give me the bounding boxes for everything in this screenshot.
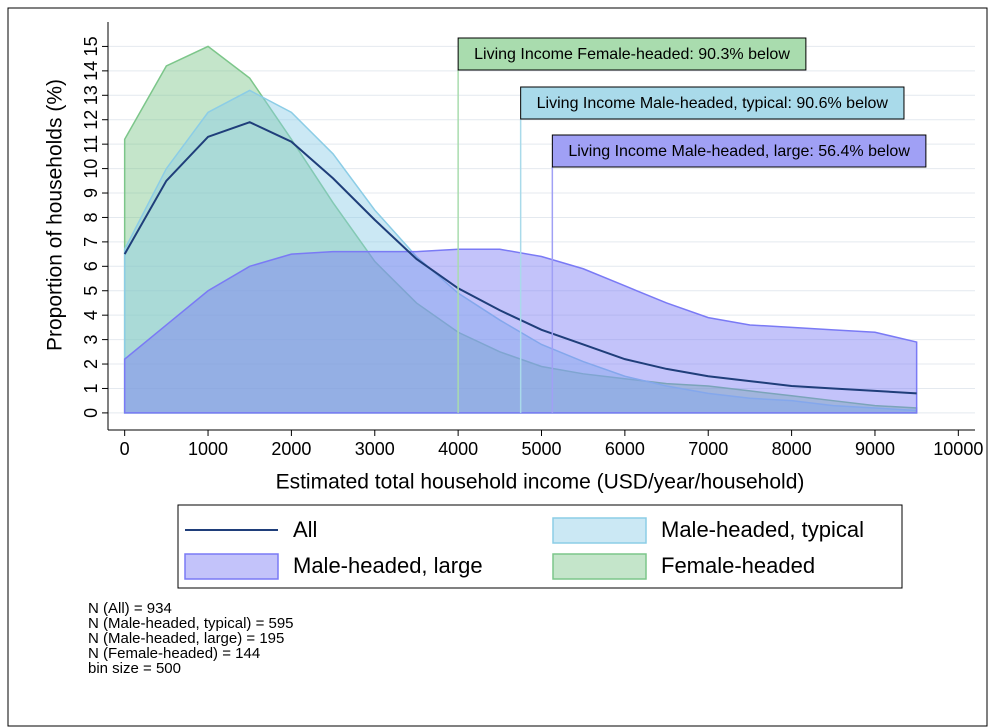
y-tick-label: 12 xyxy=(81,110,101,130)
y-tick-label: 1 xyxy=(81,383,101,393)
y-tick-label: 10 xyxy=(81,159,101,179)
annotation-box xyxy=(551,134,927,168)
x-tick-label: 5000 xyxy=(521,439,561,459)
legend-label: Male-headed, typical xyxy=(661,517,864,542)
y-tick-label: 6 xyxy=(81,261,101,271)
y-tick-label: 8 xyxy=(81,212,101,222)
note: N (Male-headed, typical) = 595 xyxy=(88,615,294,632)
y-tick-label: 15 xyxy=(81,36,101,56)
legend-frame xyxy=(177,504,903,589)
x-tick-label: 1000 xyxy=(188,439,228,459)
y-tick-label: 14 xyxy=(81,61,101,81)
annotation-box xyxy=(520,86,905,120)
x-tick-label: 9000 xyxy=(855,439,895,459)
area xyxy=(123,45,918,414)
y-tick-label: 3 xyxy=(81,335,101,345)
note: N (Female-headed) = 144 xyxy=(88,645,260,662)
x-tick-label: 4000 xyxy=(438,439,478,459)
y-tick-label: 11 xyxy=(81,135,101,154)
y-tick-label: 2 xyxy=(81,359,101,369)
annotation: Living Income Male-headed, typical: 90.6… xyxy=(537,95,889,112)
annotation-box xyxy=(457,37,807,71)
frame xyxy=(7,7,988,727)
y-axis-title: Proportion of households (%) xyxy=(44,79,67,351)
legend-swatch xyxy=(184,553,279,580)
y-tick-label: 7 xyxy=(81,237,101,247)
y-tick-label: 13 xyxy=(81,85,101,105)
legend-swatch xyxy=(552,517,647,544)
annotation: Living Income Male-headed, large: 56.4% … xyxy=(568,143,910,160)
note: N (Male-headed, large) = 195 xyxy=(88,630,284,647)
x-tick-label: 6000 xyxy=(605,439,645,459)
x-tick-label: 7000 xyxy=(688,439,728,459)
x-tick-label: 10000 xyxy=(933,439,983,459)
legend-label: All xyxy=(293,517,317,542)
y-tick-label: 0 xyxy=(81,408,101,418)
legend-swatch xyxy=(552,553,647,580)
note: N (All) = 934 xyxy=(88,600,172,617)
y-tick-label: 4 xyxy=(81,310,101,320)
x-axis-title: Estimated total household income (USD/ye… xyxy=(276,471,805,494)
note: bin size = 500 xyxy=(88,660,181,677)
x-tick-label: 2000 xyxy=(271,439,311,459)
legend-label: Male-headed, large xyxy=(293,553,483,578)
y-tick-label: 9 xyxy=(81,188,101,198)
x-tick-label: 8000 xyxy=(772,439,812,459)
area xyxy=(123,89,918,414)
legend-label: Female-headed xyxy=(661,553,815,578)
y-tick-label: 5 xyxy=(81,286,101,296)
x-tick-label: 0 xyxy=(120,439,130,459)
x-tick-label: 3000 xyxy=(355,439,395,459)
annotation: Living Income Female-headed: 90.3% below xyxy=(474,46,790,63)
